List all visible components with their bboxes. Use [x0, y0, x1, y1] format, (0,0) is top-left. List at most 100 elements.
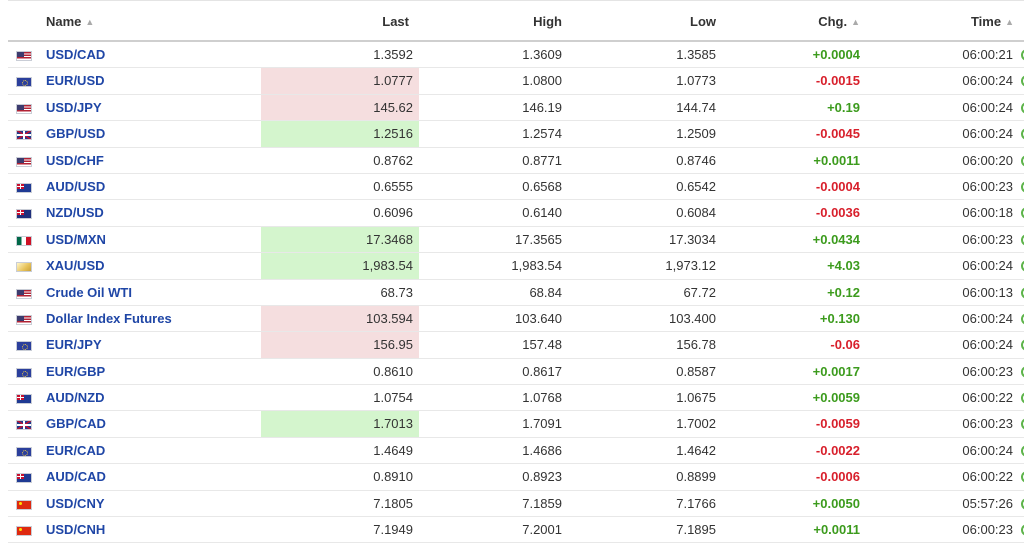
high-price: 1.0800	[522, 73, 562, 89]
table-row[interactable]: USD/CAD 1.3592 1.3609 1.3585 +0.0004 06:00:21	[8, 42, 1024, 69]
instrument-name-link[interactable]: USD/JPY	[46, 99, 102, 115]
low-price: 7.1766	[676, 495, 716, 511]
change-value: -0.0004	[815, 178, 860, 194]
column-name-header[interactable]: Name ▲︎	[46, 14, 94, 29]
instrument-name-link[interactable]: USD/CHF	[46, 152, 104, 168]
change-value: -0.0045	[815, 126, 860, 142]
table-row[interactable]: EUR/USD 1.0777 1.0800 1.0773 -0.0015 06:00:24	[8, 68, 1024, 95]
instrument-name-link[interactable]: AUD/NZD	[46, 390, 105, 406]
table-row[interactable]: USD/CNH 7.1949 7.2001 7.1895 +0.0011 06:00:23	[8, 517, 1024, 544]
update-time: 06:00:22	[962, 469, 1013, 485]
table-row[interactable]: USD/JPY 145.62 146.19 144.74 +0.19 06:00:24	[8, 94, 1024, 122]
column-time-header[interactable]: Time ▲︎	[971, 14, 1014, 29]
update-time: 06:00:24	[962, 310, 1013, 326]
instrument-name-link[interactable]: XAU/USD	[46, 258, 105, 274]
change-value: +0.0434	[812, 231, 860, 247]
quotes-table: Name ▲︎ Last High Low Chg. ▲︎ Time ▲︎ USD/C…	[8, 0, 1024, 544]
table-row[interactable]: AUD/NZD 1.0754 1.0768 1.0675 +0.0059 06:00:22	[8, 385, 1024, 412]
table-body: USD/CAD 1.3592 1.3609 1.3585 +0.0004 06:00:21…	[8, 42, 1024, 544]
instrument-name-link[interactable]: EUR/GBP	[46, 363, 106, 379]
table-row[interactable]: EUR/CAD 1.4649 1.4686 1.4642 -0.0022 06:00:24	[8, 438, 1024, 465]
table-row[interactable]: GBP/CAD 1.7013 1.7091 1.7002 -0.0059 06:00:23	[8, 411, 1024, 438]
table-row[interactable]: AUD/USD 0.6555 0.6568 0.6542 -0.0004 06:00:23	[8, 174, 1024, 201]
table-row[interactable]: AUD/CAD 0.8910 0.8923 0.8899 -0.0006 06:00:22	[8, 464, 1024, 491]
flag-icon	[16, 341, 32, 352]
instrument-name-link[interactable]: EUR/CAD	[46, 442, 106, 458]
instrument-name-link[interactable]: EUR/JPY	[46, 337, 102, 353]
table-row[interactable]: XAU/USD 1,983.54 1,983.54 1,973.12 +4.03 06:0…	[8, 253, 1024, 280]
instrument-name-link[interactable]: USD/MXN	[46, 231, 106, 247]
flag-icon	[16, 182, 32, 193]
instrument-name-link[interactable]: Crude Oil WTI	[46, 284, 132, 300]
last-price: 7.1949	[373, 522, 413, 538]
last-price: 0.8610	[373, 363, 413, 379]
status-dot-icon	[1021, 365, 1024, 378]
table-row[interactable]: USD/MXN 17.3468 17.3565 17.3034 +0.0434 06:00…	[8, 226, 1024, 254]
table-row[interactable]: EUR/GBP 0.8610 0.8617 0.8587 +0.0017 06:00:23	[8, 359, 1024, 386]
instrument-name-link[interactable]: GBP/CAD	[46, 416, 106, 432]
change-value: -0.0059	[815, 416, 860, 432]
high-price: 0.8771	[522, 152, 562, 168]
flag-icon	[16, 420, 32, 431]
table-row[interactable]: Crude Oil WTI 68.73 68.84 67.72 +0.12 06:00:1…	[8, 280, 1024, 306]
high-price: 0.6140	[522, 205, 562, 221]
low-price: 103.400	[669, 310, 716, 326]
table-row[interactable]: USD/CHF 0.8762 0.8771 0.8746 +0.0011 06:00:20	[8, 148, 1024, 174]
instrument-name-link[interactable]: AUD/CAD	[46, 469, 106, 485]
table-row[interactable]: NZD/USD 0.6096 0.6140 0.6084 -0.0036 06:00:18	[8, 200, 1024, 227]
change-value: -0.0015	[815, 73, 860, 89]
table-row[interactable]: EUR/JPY 156.95 157.48 156.78 -0.06 06:00:24	[8, 332, 1024, 359]
instrument-name-link[interactable]: GBP/USD	[46, 126, 106, 142]
status-dot-icon	[1021, 444, 1024, 457]
column-chg-label: Chg.	[818, 14, 848, 29]
sort-arrows-icon[interactable]: ▲︎	[851, 17, 860, 27]
low-price: 1.3585	[676, 47, 716, 62]
last-price: 1.4649	[373, 442, 413, 458]
instrument-name-link[interactable]: USD/CAD	[46, 47, 106, 62]
instrument-name-link[interactable]: NZD/USD	[46, 205, 104, 221]
column-chg-header[interactable]: Chg. ▲︎	[818, 14, 860, 29]
low-price: 7.1895	[676, 522, 716, 538]
table-row[interactable]: Dollar Index Futures 103.594 103.640 103.40…	[8, 305, 1024, 333]
flag-icon	[16, 446, 32, 457]
low-price: 0.6084	[676, 205, 716, 221]
flag-icon	[16, 51, 32, 61]
last-price: 0.8910	[373, 469, 413, 485]
column-low-header[interactable]: Low	[690, 14, 716, 29]
column-time-label: Time	[970, 14, 1002, 29]
instrument-name-link[interactable]: Dollar Index Futures	[46, 310, 172, 326]
table-row[interactable]: USD/CNY 7.1805 7.1859 7.1766 +0.0050 05:57:26	[8, 491, 1024, 518]
flag-icon	[16, 394, 32, 405]
table-row[interactable]: GBP/USD 1.2516 1.2574 1.2509 -0.0045 06:00:24	[8, 121, 1024, 148]
column-high-header[interactable]: High	[533, 14, 562, 29]
update-time: 06:00:13	[962, 284, 1013, 300]
high-price: 0.8617	[522, 363, 562, 379]
instrument-name-link[interactable]: USD/CNY	[46, 495, 105, 511]
flag-icon	[16, 209, 32, 220]
last-price: 103.594	[261, 305, 419, 332]
low-price: 1.4642	[676, 442, 716, 458]
change-value: -0.0006	[815, 469, 860, 485]
instrument-name-link[interactable]: AUD/USD	[46, 178, 106, 194]
high-price: 1,983.54	[511, 258, 562, 274]
change-value: +0.0011	[813, 522, 860, 538]
high-price: 1.7091	[522, 416, 562, 432]
flag-icon	[16, 235, 32, 246]
update-time: 06:00:24	[962, 73, 1013, 89]
update-time: 06:00:23	[962, 522, 1013, 538]
high-price: 103.640	[515, 310, 562, 326]
instrument-name-link[interactable]: EUR/USD	[46, 73, 105, 89]
flag-icon	[16, 156, 32, 167]
low-price: 67.72	[683, 284, 716, 300]
instrument-name-link[interactable]: USD/CNH	[46, 522, 106, 538]
column-last-header[interactable]: Last	[382, 14, 409, 29]
low-price: 1.7002	[676, 416, 716, 432]
sort-arrows-icon[interactable]: ▲︎	[85, 17, 95, 27]
sort-arrows-icon[interactable]: ▲︎	[1005, 17, 1014, 27]
change-value: -0.06	[830, 337, 860, 353]
last-price: 156.95	[261, 332, 419, 358]
table-header: Name ▲︎ Last High Low Chg. ▲︎ Time ▲︎	[8, 0, 1024, 42]
flag-icon	[16, 288, 32, 299]
flag-icon	[16, 314, 32, 325]
high-price: 17.3565	[515, 231, 562, 247]
